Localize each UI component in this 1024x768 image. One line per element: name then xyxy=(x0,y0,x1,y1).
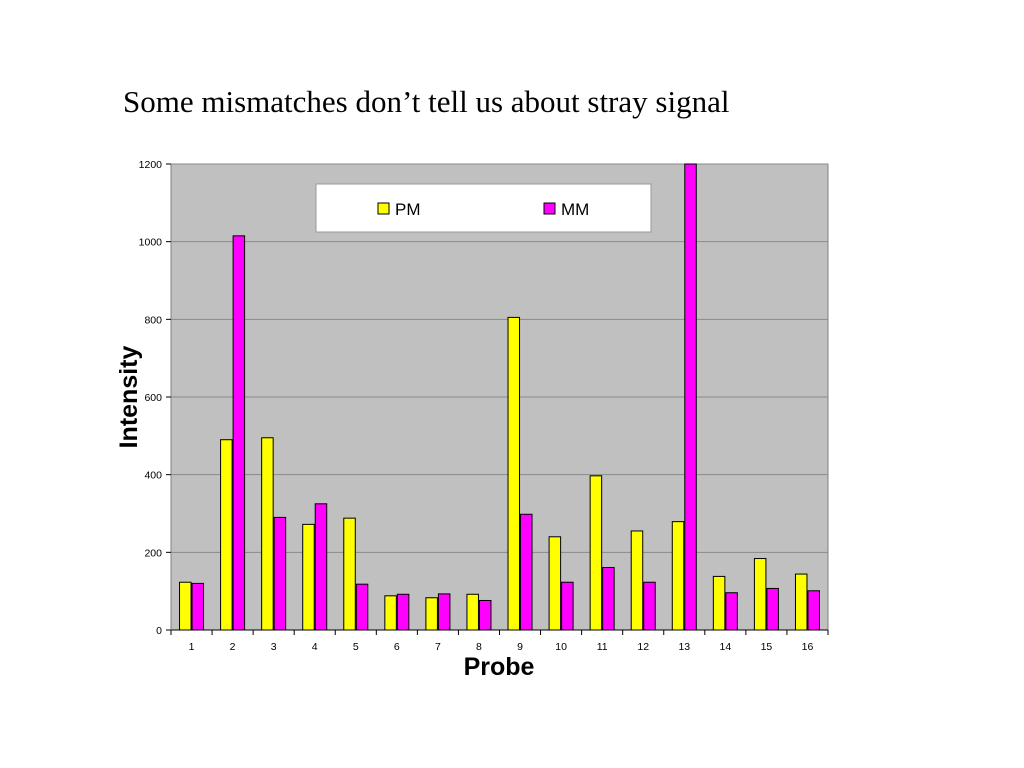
bar-pm-4 xyxy=(302,523,315,631)
x-tick-label: 11 xyxy=(597,641,608,653)
bar-mm-11 xyxy=(602,566,615,631)
bar-pm-10 xyxy=(548,536,562,631)
gridlines xyxy=(171,163,828,553)
bar-pm-7 xyxy=(425,597,438,631)
x-tick-label: 2 xyxy=(230,641,236,653)
bar-mm-2 xyxy=(232,235,246,631)
bar-mm-3 xyxy=(273,516,287,631)
legend: PM MM xyxy=(315,183,652,233)
y-axis-title: Intensity xyxy=(115,346,143,449)
y-tick-label: 600 xyxy=(144,392,162,404)
axes xyxy=(166,163,829,635)
x-tick-label: 1 xyxy=(189,641,195,653)
bar-pm-3 xyxy=(261,437,274,631)
bar-pm-12 xyxy=(630,530,644,631)
bar-pm-13 xyxy=(671,521,685,631)
y-tick-label: 1200 xyxy=(139,159,163,171)
bar-pm-5 xyxy=(343,517,356,631)
bar-pm-16 xyxy=(794,573,808,631)
bar-mm-9 xyxy=(520,513,533,631)
x-tick-label: 10 xyxy=(555,641,567,653)
legend-swatch-pm xyxy=(377,202,390,215)
bar-pm-9 xyxy=(507,316,521,631)
bars xyxy=(179,163,820,631)
bar-mm-8 xyxy=(478,599,492,631)
x-tick-label: 16 xyxy=(802,641,814,653)
bar-mm-5 xyxy=(355,583,369,631)
y-tick-label: 800 xyxy=(144,314,162,326)
x-tick-labels: 1 2 3 4 5 6 7 8 9 10 11 12 13 14 15 16 xyxy=(189,641,814,653)
bar-pm-14 xyxy=(712,575,726,631)
bar-pm-15 xyxy=(753,558,767,631)
bar-pm-2 xyxy=(220,439,233,631)
x-tick-label: 3 xyxy=(271,641,277,653)
bar-mm-12 xyxy=(643,581,656,631)
bar-mm-14 xyxy=(725,592,738,631)
bar-mm-7 xyxy=(437,593,451,631)
x-tick-label: 9 xyxy=(517,641,523,653)
y-tick-label: 1000 xyxy=(139,237,163,249)
bar-mm-15 xyxy=(766,587,779,631)
x-tick-label: 12 xyxy=(637,641,649,653)
legend-box xyxy=(315,183,652,233)
x-tick-label: 14 xyxy=(720,641,732,653)
x-tick-label: 7 xyxy=(435,641,441,653)
legend-label-mm: MM xyxy=(561,200,589,219)
y-tick-label: 0 xyxy=(156,625,162,637)
x-tick-label: 6 xyxy=(394,641,400,653)
x-tick-label: 15 xyxy=(761,641,773,653)
bar-mm-13 xyxy=(684,163,697,631)
y-tick-label: 400 xyxy=(144,470,162,482)
bar-mm-6 xyxy=(396,593,410,631)
bar-mm-16 xyxy=(807,590,820,631)
legend-swatch-mm xyxy=(543,202,556,215)
x-tick-label: 8 xyxy=(476,641,482,653)
x-tick-label: 13 xyxy=(678,641,690,653)
x-tick-label: 4 xyxy=(312,641,318,653)
slide-title: Some mismatches don’t tell us about stra… xyxy=(123,84,730,119)
legend-label-pm: PM xyxy=(395,200,421,219)
bar-mm-4 xyxy=(314,503,328,631)
x-axis-title: Probe xyxy=(464,653,535,681)
bar-mm-10 xyxy=(561,581,574,631)
y-tick-label: 200 xyxy=(144,547,162,559)
bar-pm-6 xyxy=(384,595,397,631)
bar-mm-1 xyxy=(191,582,205,631)
bar-pm-11 xyxy=(589,475,603,631)
x-tick-label: 5 xyxy=(353,641,359,653)
bar-pm-1 xyxy=(179,581,192,631)
bar-pm-8 xyxy=(466,593,479,631)
y-tick-labels: 0 200 400 600 800 1000 1200 xyxy=(139,159,163,637)
